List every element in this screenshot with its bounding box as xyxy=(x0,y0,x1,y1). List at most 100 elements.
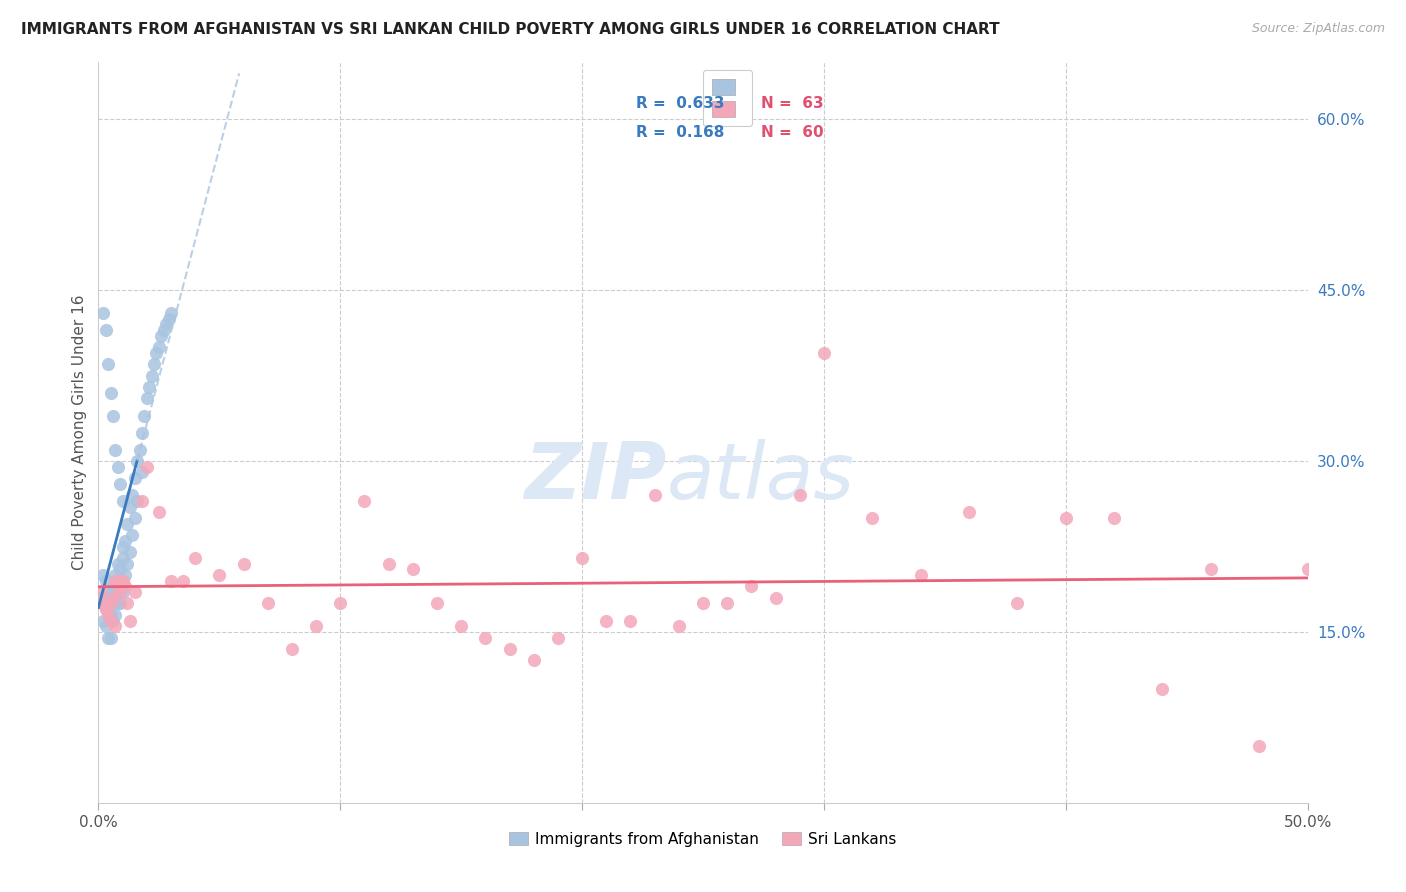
Point xyxy=(118,614,141,628)
Point xyxy=(97,357,120,371)
Point xyxy=(145,346,167,360)
Point xyxy=(305,619,328,633)
Y-axis label: Child Poverty Among Girls Under 16: Child Poverty Among Girls Under 16 xyxy=(72,295,87,570)
Point xyxy=(402,562,425,576)
Point xyxy=(94,597,117,611)
Point xyxy=(107,557,129,571)
Point xyxy=(619,614,641,628)
Point xyxy=(426,597,449,611)
Text: ZIP: ZIP xyxy=(524,439,666,515)
Point xyxy=(668,619,690,633)
Point xyxy=(131,425,153,440)
Point xyxy=(91,597,114,611)
Point xyxy=(107,459,129,474)
Point xyxy=(108,597,131,611)
Point xyxy=(692,597,714,611)
Legend: Immigrants from Afghanistan, Sri Lankans: Immigrants from Afghanistan, Sri Lankans xyxy=(502,824,904,855)
Text: Source: ZipAtlas.com: Source: ZipAtlas.com xyxy=(1251,22,1385,36)
Point xyxy=(107,574,129,588)
Point xyxy=(91,306,114,320)
Point xyxy=(1249,739,1271,753)
Point xyxy=(1007,597,1029,611)
Point xyxy=(121,528,143,542)
Point xyxy=(100,607,122,622)
Point xyxy=(128,442,150,457)
Point xyxy=(121,488,143,502)
Point xyxy=(108,574,131,588)
Point xyxy=(107,597,129,611)
Point xyxy=(117,597,139,611)
Point xyxy=(740,579,762,593)
Point xyxy=(134,409,156,423)
Point xyxy=(104,442,127,457)
Point xyxy=(184,550,207,565)
Point xyxy=(91,614,114,628)
Point xyxy=(155,318,177,332)
Point xyxy=(91,568,114,582)
Point xyxy=(100,591,122,605)
Point xyxy=(523,653,546,667)
Point xyxy=(1054,511,1077,525)
Point xyxy=(111,574,134,588)
Point xyxy=(114,533,136,548)
Point xyxy=(353,494,375,508)
Point xyxy=(104,585,127,599)
Point xyxy=(114,568,136,582)
Point xyxy=(377,557,399,571)
Text: IMMIGRANTS FROM AFGHANISTAN VS SRI LANKAN CHILD POVERTY AMONG GIRLS UNDER 16 COR: IMMIGRANTS FROM AFGHANISTAN VS SRI LANKA… xyxy=(21,22,1000,37)
Point xyxy=(108,476,131,491)
Point xyxy=(127,494,149,508)
Point xyxy=(860,511,883,525)
Point xyxy=(117,557,139,571)
Point xyxy=(150,328,173,343)
Point xyxy=(450,619,472,633)
Point xyxy=(94,602,117,616)
Point xyxy=(108,585,131,599)
Point xyxy=(957,505,980,519)
Point xyxy=(1296,562,1319,576)
Point xyxy=(789,488,811,502)
Point xyxy=(94,619,117,633)
Point xyxy=(97,602,120,616)
Point xyxy=(100,631,122,645)
Point xyxy=(124,585,146,599)
Point xyxy=(97,585,120,599)
Point xyxy=(152,323,174,337)
Point xyxy=(498,642,520,657)
Point xyxy=(90,591,112,605)
Point xyxy=(143,357,166,371)
Point xyxy=(94,602,117,616)
Point xyxy=(124,511,146,525)
Point xyxy=(208,568,231,582)
Point xyxy=(91,597,114,611)
Point xyxy=(644,488,666,502)
Point xyxy=(108,562,131,576)
Point xyxy=(141,368,163,383)
Text: atlas: atlas xyxy=(666,439,855,515)
Point xyxy=(148,340,170,354)
Text: R =  0.168: R = 0.168 xyxy=(637,125,725,140)
Point xyxy=(100,597,122,611)
Point xyxy=(104,607,127,622)
Point xyxy=(160,574,183,588)
Point xyxy=(90,585,112,599)
Point xyxy=(256,597,278,611)
Point xyxy=(124,471,146,485)
Point xyxy=(157,311,180,326)
Point xyxy=(114,579,136,593)
Point xyxy=(97,607,120,622)
Point xyxy=(131,466,153,480)
Point xyxy=(111,494,134,508)
Point xyxy=(118,500,141,514)
Point xyxy=(100,614,122,628)
Point xyxy=(813,346,835,360)
Point xyxy=(595,614,617,628)
Point xyxy=(94,574,117,588)
Text: N =  60: N = 60 xyxy=(761,125,824,140)
Point xyxy=(104,619,127,633)
Point xyxy=(474,631,496,645)
Point xyxy=(716,597,738,611)
Point xyxy=(281,642,304,657)
Point xyxy=(104,574,127,588)
Point xyxy=(135,459,157,474)
